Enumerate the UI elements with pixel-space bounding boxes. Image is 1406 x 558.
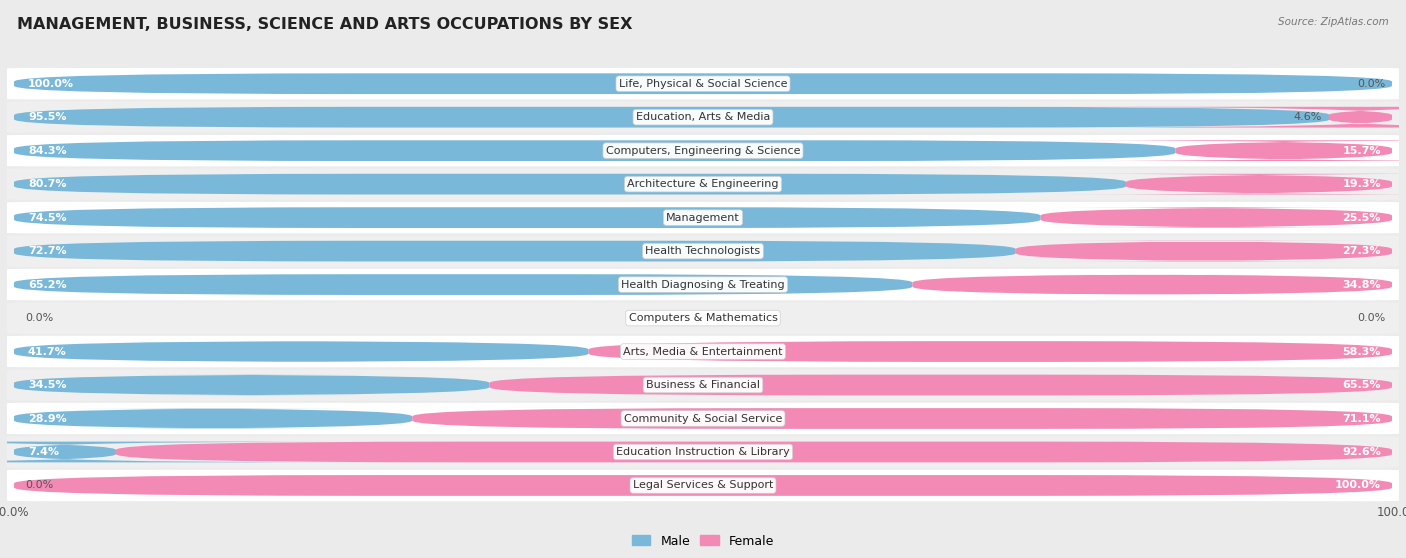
Text: 0.0%: 0.0% <box>1357 79 1385 89</box>
FancyBboxPatch shape <box>0 68 1406 99</box>
Text: 65.5%: 65.5% <box>1343 380 1381 390</box>
FancyBboxPatch shape <box>0 403 1406 434</box>
Text: 95.5%: 95.5% <box>28 112 66 122</box>
FancyBboxPatch shape <box>589 341 1392 362</box>
FancyBboxPatch shape <box>0 202 1406 233</box>
FancyBboxPatch shape <box>0 169 1406 200</box>
Text: 74.5%: 74.5% <box>28 213 66 223</box>
FancyBboxPatch shape <box>1040 207 1392 228</box>
FancyBboxPatch shape <box>0 102 1406 133</box>
Text: Life, Physical & Social Science: Life, Physical & Social Science <box>619 79 787 89</box>
Text: 15.7%: 15.7% <box>1343 146 1381 156</box>
Text: Management: Management <box>666 213 740 223</box>
Text: Architecture & Engineering: Architecture & Engineering <box>627 179 779 189</box>
Text: 100.0%: 100.0% <box>28 79 75 89</box>
FancyBboxPatch shape <box>0 135 1406 166</box>
Text: 7.4%: 7.4% <box>28 447 59 457</box>
Text: 92.6%: 92.6% <box>1341 447 1381 457</box>
Text: Arts, Media & Entertainment: Arts, Media & Entertainment <box>623 347 783 357</box>
Text: 19.3%: 19.3% <box>1343 179 1381 189</box>
FancyBboxPatch shape <box>1047 174 1406 195</box>
FancyBboxPatch shape <box>0 336 1406 367</box>
FancyBboxPatch shape <box>912 274 1392 295</box>
Text: 28.9%: 28.9% <box>28 413 66 424</box>
Text: 34.8%: 34.8% <box>1343 280 1381 290</box>
FancyBboxPatch shape <box>0 269 1406 300</box>
Text: 71.1%: 71.1% <box>1343 413 1381 424</box>
FancyBboxPatch shape <box>0 441 359 463</box>
Text: MANAGEMENT, BUSINESS, SCIENCE AND ARTS OCCUPATIONS BY SEX: MANAGEMENT, BUSINESS, SCIENCE AND ARTS O… <box>17 17 633 32</box>
FancyBboxPatch shape <box>14 107 1330 128</box>
FancyBboxPatch shape <box>0 235 1406 267</box>
Text: Education, Arts & Media: Education, Arts & Media <box>636 112 770 122</box>
FancyBboxPatch shape <box>0 302 1406 334</box>
Text: 0.0%: 0.0% <box>25 480 53 490</box>
Text: Education Instruction & Library: Education Instruction & Library <box>616 447 790 457</box>
FancyBboxPatch shape <box>14 174 1126 195</box>
Text: 34.5%: 34.5% <box>28 380 66 390</box>
Text: 0.0%: 0.0% <box>25 313 53 323</box>
FancyBboxPatch shape <box>14 475 1392 496</box>
Text: Legal Services & Support: Legal Services & Support <box>633 480 773 490</box>
FancyBboxPatch shape <box>14 374 489 396</box>
Text: 25.5%: 25.5% <box>1343 213 1381 223</box>
Text: Computers & Mathematics: Computers & Mathematics <box>628 313 778 323</box>
FancyBboxPatch shape <box>0 436 1406 468</box>
Text: 27.3%: 27.3% <box>1343 246 1381 256</box>
FancyBboxPatch shape <box>14 341 589 362</box>
Text: 65.2%: 65.2% <box>28 280 66 290</box>
FancyBboxPatch shape <box>1015 240 1392 262</box>
Text: Source: ZipAtlas.com: Source: ZipAtlas.com <box>1278 17 1389 27</box>
Text: 84.3%: 84.3% <box>28 146 66 156</box>
FancyBboxPatch shape <box>14 73 1392 94</box>
FancyBboxPatch shape <box>1047 107 1406 128</box>
FancyBboxPatch shape <box>14 408 412 429</box>
Text: 80.7%: 80.7% <box>28 179 66 189</box>
Text: 41.7%: 41.7% <box>28 347 66 357</box>
FancyBboxPatch shape <box>0 369 1406 401</box>
Text: Health Technologists: Health Technologists <box>645 246 761 256</box>
FancyBboxPatch shape <box>115 441 1392 463</box>
FancyBboxPatch shape <box>14 240 1015 262</box>
Legend: Male, Female: Male, Female <box>627 530 779 552</box>
Text: Business & Financial: Business & Financial <box>645 380 761 390</box>
Text: 0.0%: 0.0% <box>1357 313 1385 323</box>
Text: 100.0%: 100.0% <box>1334 480 1381 490</box>
FancyBboxPatch shape <box>14 207 1040 228</box>
FancyBboxPatch shape <box>1047 140 1406 161</box>
FancyBboxPatch shape <box>412 408 1392 429</box>
Text: 72.7%: 72.7% <box>28 246 66 256</box>
FancyBboxPatch shape <box>14 274 912 295</box>
Text: Community & Social Service: Community & Social Service <box>624 413 782 424</box>
Text: 4.6%: 4.6% <box>1294 112 1322 122</box>
FancyBboxPatch shape <box>0 470 1406 501</box>
FancyBboxPatch shape <box>489 374 1392 396</box>
FancyBboxPatch shape <box>14 140 1175 161</box>
Text: 58.3%: 58.3% <box>1343 347 1381 357</box>
Text: Health Diagnosing & Treating: Health Diagnosing & Treating <box>621 280 785 290</box>
Text: Computers, Engineering & Science: Computers, Engineering & Science <box>606 146 800 156</box>
